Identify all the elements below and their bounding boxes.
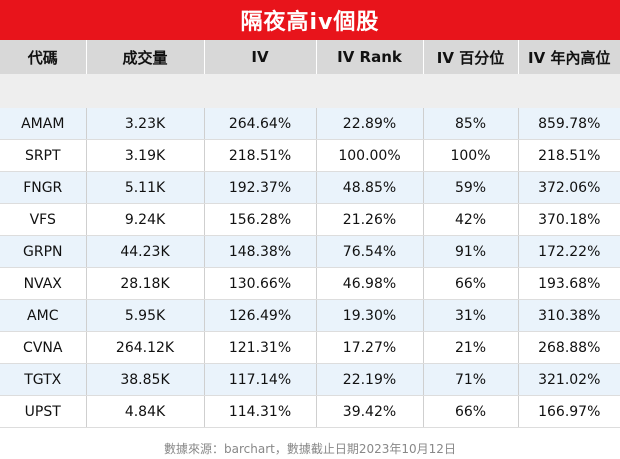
volume-cell: 5.95K (86, 299, 205, 332)
table-row: VFS 9.24K 156.28% 21.26% 42% 370.18% (0, 203, 620, 236)
iv-rank-cell: 21.26% (316, 203, 424, 236)
source-note: 數據來源：barchart，數據截止日期2023年10月12日 (164, 441, 456, 456)
column-header-iv-percentile: IV 百分位 (423, 40, 519, 74)
table-row: TGTX 38.85K 117.14% 22.19% 71% 321.02% (0, 363, 620, 396)
volume-cell: 5.11K (86, 171, 205, 204)
iv-percentile-cell: 85% (423, 108, 519, 140)
column-header-iv: IV (204, 40, 317, 74)
iv-rank-cell: 46.98% (316, 267, 424, 300)
volume-cell: 9.24K (86, 203, 205, 236)
iv-cell: 264.64% (204, 108, 317, 140)
iv-cell: 130.66% (204, 267, 317, 300)
ticker-cell: UPST (0, 395, 87, 428)
ticker-cell: VFS (0, 203, 87, 236)
iv-year-high-cell: 268.88% (518, 331, 620, 364)
column-header-ticker: 代碼 (0, 40, 87, 74)
table-row: AMC 5.95K 126.49% 19.30% 31% 310.38% (0, 299, 620, 332)
volume-cell: 3.19K (86, 139, 205, 172)
volume-cell: 44.23K (86, 235, 205, 268)
iv-percentile-cell: 59% (423, 171, 519, 204)
ticker-cell: GRPN (0, 235, 87, 268)
column-header-iv-rank: IV Rank (316, 40, 424, 74)
iv-year-high-cell: 218.51% (518, 139, 620, 172)
iv-cell: 114.31% (204, 395, 317, 428)
ticker-cell: AMC (0, 299, 87, 332)
ticker-cell: FNGR (0, 171, 87, 204)
iv-year-high-cell: 193.68% (518, 267, 620, 300)
iv-cell: 121.31% (204, 331, 317, 364)
table-row: UPST 4.84K 114.31% 39.42% 66% 166.97% (0, 395, 620, 428)
volume-cell: 4.84K (86, 395, 205, 428)
iv-percentile-cell: 71% (423, 363, 519, 396)
iv-percentile-cell: 91% (423, 235, 519, 268)
column-header-volume: 成交量 (86, 40, 205, 74)
ticker-cell: AMAM (0, 108, 87, 140)
iv-percentile-cell: 66% (423, 395, 519, 428)
iv-cell: 156.28% (204, 203, 317, 236)
iv-percentile-cell: 66% (423, 267, 519, 300)
iv-table: 代碼 成交量 IV IV Rank IV 百分位 IV 年內高位 AMAM 3.2… (0, 40, 620, 428)
table-row: FNGR 5.11K 192.37% 48.85% 59% 372.06% (0, 171, 620, 204)
iv-cell: 148.38% (204, 235, 317, 268)
iv-rank-cell: 76.54% (316, 235, 424, 268)
table-row: AMAM 3.23K 264.64% 22.89% 85% 859.78% (0, 108, 620, 140)
iv-cell: 192.37% (204, 171, 317, 204)
ticker-cell: NVAX (0, 267, 87, 300)
iv-rank-cell: 48.85% (316, 171, 424, 204)
table-spacer-row (0, 74, 620, 108)
iv-percentile-cell: 100% (423, 139, 519, 172)
iv-rank-cell: 22.89% (316, 108, 424, 140)
iv-percentile-cell: 21% (423, 331, 519, 364)
column-header-iv-year-high: IV 年內高位 (518, 40, 620, 74)
page-title: 隔夜高iv個股 (0, 0, 620, 40)
iv-cell: 218.51% (204, 139, 317, 172)
ticker-cell: CVNA (0, 331, 87, 364)
volume-cell: 38.85K (86, 363, 205, 396)
iv-cell: 117.14% (204, 363, 317, 396)
ticker-cell: TGTX (0, 363, 87, 396)
iv-rank-cell: 22.19% (316, 363, 424, 396)
iv-year-high-cell: 172.22% (518, 235, 620, 268)
volume-cell: 3.23K (86, 108, 205, 140)
iv-year-high-cell: 370.18% (518, 203, 620, 236)
iv-rank-cell: 39.42% (316, 395, 424, 428)
iv-rank-cell: 100.00% (316, 139, 424, 172)
iv-percentile-cell: 31% (423, 299, 519, 332)
iv-year-high-cell: 166.97% (518, 395, 620, 428)
iv-rank-cell: 19.30% (316, 299, 424, 332)
iv-rank-cell: 17.27% (316, 331, 424, 364)
iv-percentile-cell: 42% (423, 203, 519, 236)
iv-year-high-cell: 372.06% (518, 171, 620, 204)
table-header-row: 代碼 成交量 IV IV Rank IV 百分位 IV 年內高位 (0, 40, 620, 74)
volume-cell: 28.18K (86, 267, 205, 300)
table-row: CVNA 264.12K 121.31% 17.27% 21% 268.88% (0, 331, 620, 364)
iv-year-high-cell: 859.78% (518, 108, 620, 140)
ticker-cell: SRPT (0, 139, 87, 172)
iv-cell: 126.49% (204, 299, 317, 332)
iv-year-high-cell: 310.38% (518, 299, 620, 332)
table-row: NVAX 28.18K 130.66% 46.98% 66% 193.68% (0, 267, 620, 300)
volume-cell: 264.12K (86, 331, 205, 364)
table-row: SRPT 3.19K 218.51% 100.00% 100% 218.51% (0, 139, 620, 172)
iv-year-high-cell: 321.02% (518, 363, 620, 396)
table-row: GRPN 44.23K 148.38% 76.54% 91% 172.22% (0, 235, 620, 268)
